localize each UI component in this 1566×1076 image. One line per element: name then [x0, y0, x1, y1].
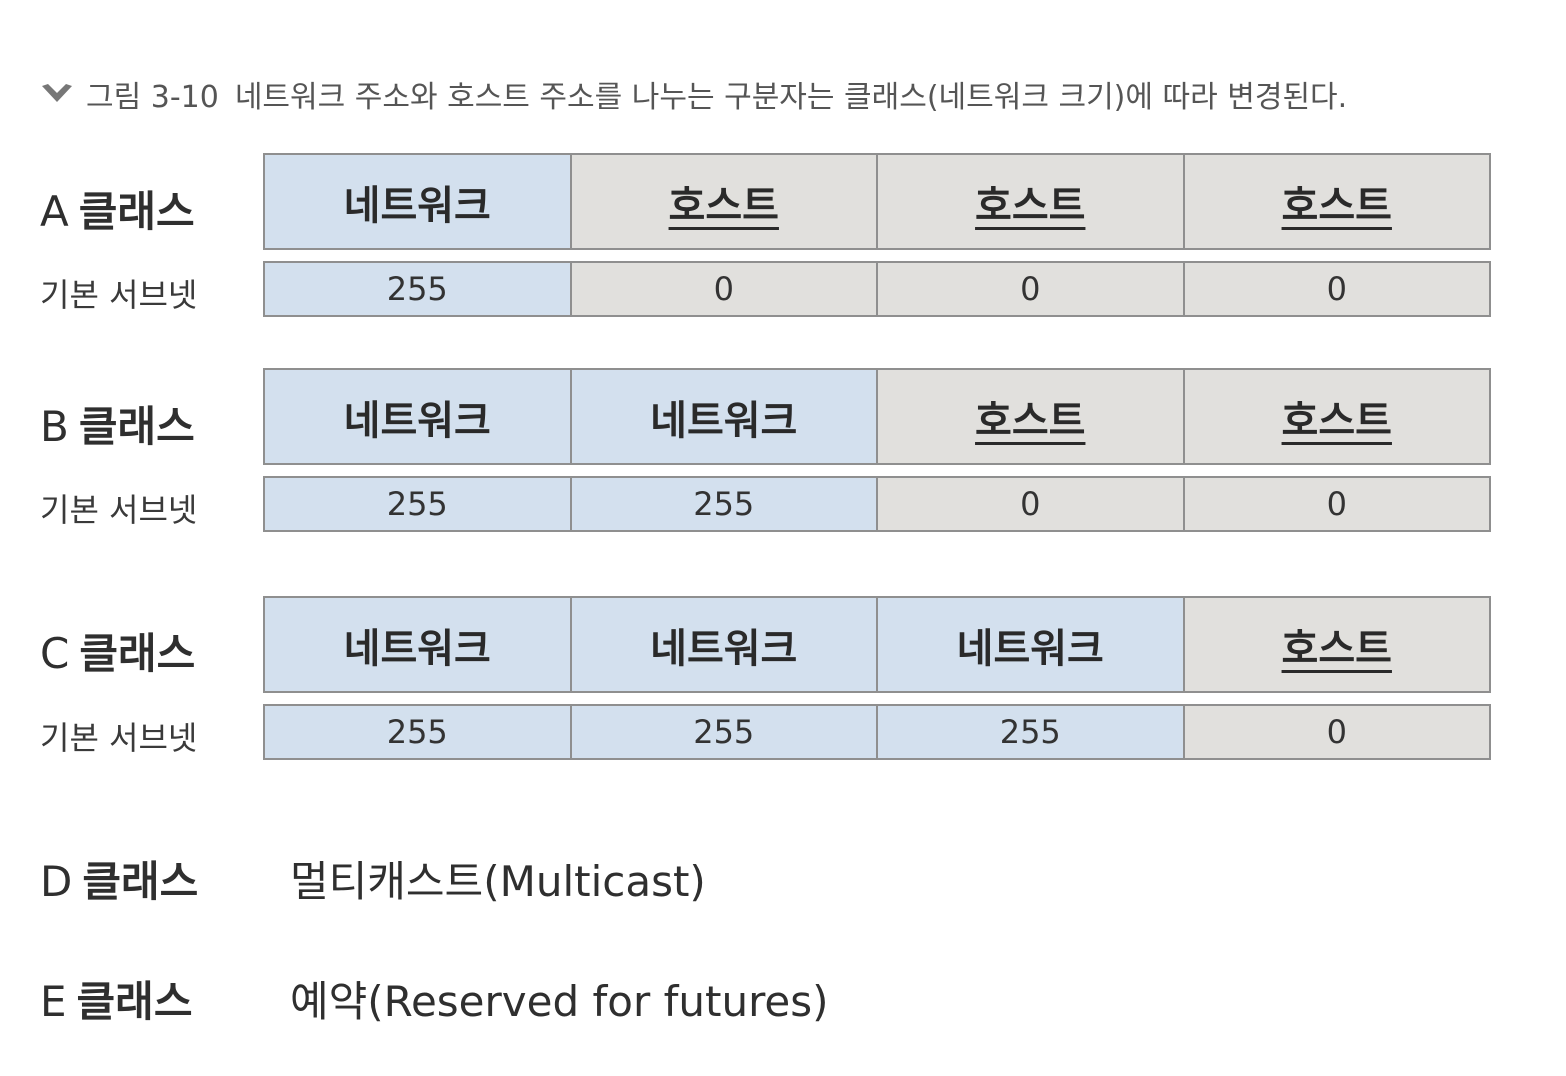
mask-octet: 255: [265, 263, 570, 315]
mask-octet: 0: [876, 478, 1183, 530]
class-b-octet-row: 네트워크 네트워크 호스트 호스트: [263, 368, 1491, 465]
class-a-label: A 클래스: [40, 178, 195, 239]
octet-host: 호스트: [1182, 370, 1489, 463]
figure-caption: 그림 3-10 네트워크 주소와 호스트 주소를 나누는 구분자는 클래스(네트…: [40, 72, 1347, 116]
class-letter: A: [40, 187, 69, 236]
mask-octet: 0: [1182, 706, 1489, 758]
octet-host: 호스트: [876, 370, 1183, 463]
octet-host: 호스트: [569, 155, 876, 248]
octet-host: 호스트: [1182, 155, 1489, 248]
octet-host: 호스트: [876, 155, 1183, 248]
class-letter: B: [40, 402, 69, 451]
class-e-label: E 클래스: [40, 968, 192, 1029]
mask-octet: 255: [876, 706, 1183, 758]
chevron-down-icon: [42, 84, 72, 102]
octet-network: 네트워크: [265, 155, 570, 248]
class-letter: C: [40, 629, 70, 678]
class-word: 클래스: [82, 857, 199, 906]
mask-octet: 255: [265, 478, 570, 530]
class-b-mask-row: 255 255 0 0: [263, 476, 1491, 532]
class-b-label: B 클래스: [40, 393, 195, 454]
class-c-mask-label: 기본 서브넷: [40, 719, 198, 757]
class-e-description: 예약(Reserved for futures): [290, 977, 829, 1026]
figure-number: 그림 3-10: [86, 80, 219, 115]
octet-host: 호스트: [1182, 598, 1489, 691]
class-c-label: C 클래스: [40, 620, 195, 681]
mask-octet: 255: [265, 706, 570, 758]
mask-octet: 255: [569, 478, 876, 530]
class-word: 클래스: [79, 629, 196, 678]
octet-network: 네트워크: [265, 370, 570, 463]
class-d-description: 멀티캐스트(Multicast): [290, 857, 706, 906]
octet-network: 네트워크: [569, 598, 876, 691]
figure-title: 네트워크 주소와 호스트 주소를 나누는 구분자는 클래스(네트워크 크기)에 …: [234, 80, 1348, 115]
mask-octet: 0: [876, 263, 1183, 315]
class-a-mask-label: 기본 서브넷: [40, 276, 198, 314]
mask-octet: 0: [569, 263, 876, 315]
class-d-label: D 클래스: [40, 848, 198, 909]
octet-network: 네트워크: [265, 598, 570, 691]
class-b-mask-label: 기본 서브넷: [40, 491, 198, 529]
class-c-mask-row: 255 255 255 0: [263, 704, 1491, 760]
mask-octet: 255: [569, 706, 876, 758]
class-word: 클래스: [78, 402, 195, 451]
octet-network: 네트워크: [876, 598, 1183, 691]
class-word: 클래스: [76, 977, 193, 1026]
mask-octet: 0: [1182, 263, 1489, 315]
class-c-octet-row: 네트워크 네트워크 네트워크 호스트: [263, 596, 1491, 693]
class-letter: D: [40, 857, 73, 906]
class-letter: E: [40, 977, 67, 1026]
class-a-mask-row: 255 0 0 0: [263, 261, 1491, 317]
mask-octet: 0: [1182, 478, 1489, 530]
class-a-octet-row: 네트워크 호스트 호스트 호스트: [263, 153, 1491, 250]
octet-network: 네트워크: [569, 370, 876, 463]
class-word: 클래스: [78, 187, 195, 236]
